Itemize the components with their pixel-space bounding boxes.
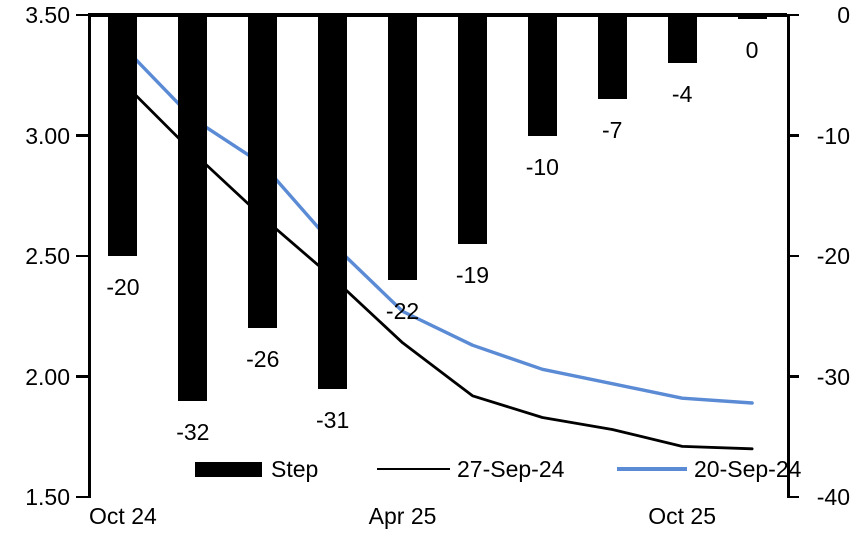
line-27-sep-24 bbox=[121, 81, 754, 451]
right-axis-tick-label: -30 bbox=[816, 363, 850, 390]
left-axis-tick-label: 3.00 bbox=[25, 122, 70, 149]
left-axis-tick-label: 1.50 bbox=[25, 484, 70, 510]
bar-value-label: -22 bbox=[385, 298, 420, 325]
legend-item-27-sep-24: 27-Sep-24 bbox=[377, 455, 564, 483]
left-axis-tick-label: 2.00 bbox=[25, 363, 70, 390]
top-axis-line bbox=[88, 13, 787, 17]
bar-value-label: -10 bbox=[525, 153, 559, 180]
legend-item-20-sep-24: 20-Sep-24 bbox=[617, 455, 801, 483]
right-axis-tick bbox=[787, 375, 799, 378]
step-bar bbox=[388, 15, 418, 281]
x-axis-tick-label: Apr 25 bbox=[368, 503, 437, 529]
left-axis-tick bbox=[76, 254, 88, 258]
legend-label-step: Step bbox=[271, 456, 319, 482]
right-axis-tick bbox=[787, 495, 799, 499]
step-bar bbox=[597, 15, 627, 100]
step-bar bbox=[248, 15, 278, 329]
bar-value-label: -19 bbox=[455, 261, 490, 288]
step-bar bbox=[457, 15, 487, 244]
bar-value-label: -7 bbox=[602, 117, 623, 144]
right-axis-tick-label: -40 bbox=[816, 484, 850, 510]
step-bar bbox=[667, 15, 697, 64]
legend-label-27-sep-24: 27-Sep-24 bbox=[457, 456, 565, 482]
step-bar bbox=[737, 15, 767, 19]
left-axis-line bbox=[88, 15, 91, 498]
right-axis-tick-label: -10 bbox=[816, 122, 850, 149]
bar-value-label: -26 bbox=[246, 346, 280, 373]
left-axis-tick bbox=[76, 13, 88, 17]
x-axis-tick-label: Oct 25 bbox=[648, 503, 717, 529]
blue-line-swatch-icon bbox=[617, 467, 687, 471]
right-axis-tick bbox=[787, 13, 799, 17]
bar-value-label: 0 bbox=[745, 37, 759, 63]
legend-item-step: Step bbox=[195, 455, 318, 483]
step-bar bbox=[318, 15, 348, 389]
right-axis-tick-label: -20 bbox=[816, 243, 850, 269]
left-axis-tick bbox=[76, 495, 88, 499]
step-bar bbox=[108, 15, 138, 256]
step-bar-swatch-icon bbox=[195, 461, 262, 477]
black-line-swatch-icon bbox=[377, 467, 450, 471]
left-axis-tick-label: 3.50 bbox=[25, 2, 70, 28]
bar-value-label: -31 bbox=[316, 406, 350, 433]
right-axis-tick-label: 0 bbox=[837, 2, 850, 28]
legend-label-20-sep-24: 20-Sep-24 bbox=[694, 456, 802, 482]
bar-value-label: -32 bbox=[176, 418, 210, 445]
left-axis-tick bbox=[76, 375, 88, 378]
left-axis-tick-label: 2.50 bbox=[25, 243, 70, 269]
bar-value-label: -4 bbox=[671, 81, 693, 108]
bar-value-label: -20 bbox=[106, 274, 140, 300]
right-axis-tick bbox=[787, 254, 799, 258]
x-axis-tick-label: Oct 24 bbox=[89, 503, 157, 529]
left-axis-tick bbox=[76, 134, 88, 137]
step-bar bbox=[527, 15, 557, 136]
step-bar bbox=[178, 15, 208, 401]
right-axis-tick bbox=[787, 134, 799, 137]
